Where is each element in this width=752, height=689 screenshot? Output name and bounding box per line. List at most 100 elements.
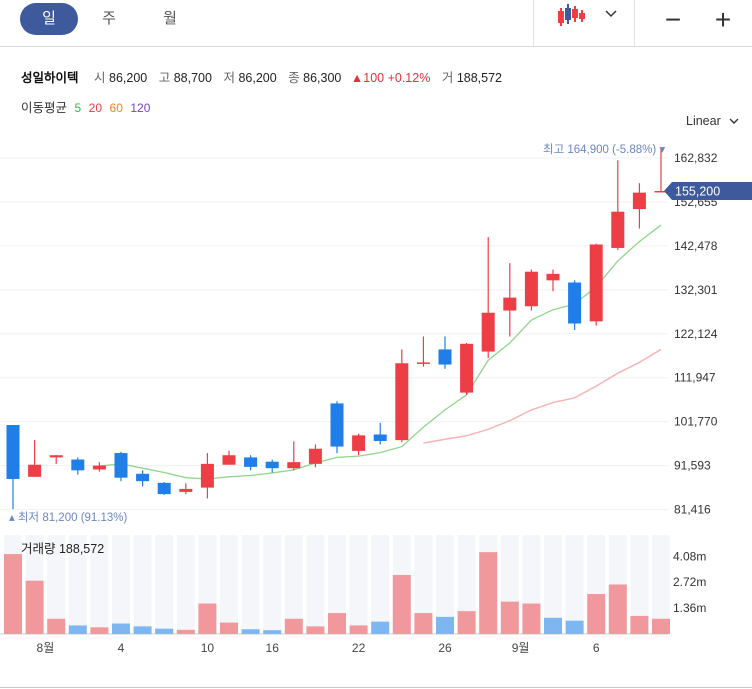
candle-body	[481, 312, 495, 352]
price-tick-label: 132,301	[674, 283, 718, 297]
low-marker: ▴ 최저 81,200 (91.13%)	[9, 511, 128, 524]
candle	[49, 455, 63, 464]
volume-bar	[284, 618, 303, 634]
moving-average-legend[interactable]: 이동평균 5 20 60 120	[21, 97, 150, 116]
volume-bar	[414, 613, 433, 634]
tab-weekly[interactable]: 주	[102, 10, 116, 27]
x-tick-label: 22	[352, 641, 366, 655]
candle	[308, 444, 322, 468]
x-tick-label: 10	[201, 641, 215, 655]
candle	[568, 280, 582, 330]
candle-body	[244, 457, 258, 467]
candle-body	[416, 362, 430, 364]
candle-body	[330, 403, 344, 447]
candle-body	[611, 211, 625, 248]
low-label: 저	[223, 71, 235, 85]
candle	[481, 237, 495, 359]
candle-body	[49, 455, 63, 458]
volume-column-bg	[414, 535, 433, 634]
candle	[589, 243, 603, 326]
candle-body	[460, 343, 474, 393]
volume-bar	[392, 574, 411, 634]
candle-body	[179, 488, 193, 492]
price-tick-label: 162,832	[674, 151, 718, 165]
candle	[200, 453, 214, 499]
candle	[330, 401, 344, 454]
volume-bar	[457, 611, 476, 634]
volume-bar	[220, 622, 238, 634]
candle-body	[546, 273, 560, 281]
volume-column-bg	[90, 535, 109, 634]
candle	[373, 422, 387, 445]
price-tick-label: 122,124	[674, 327, 718, 341]
chart-type-selector[interactable]	[533, 0, 635, 46]
candle-body	[92, 465, 106, 470]
volume-bar	[306, 626, 325, 634]
candle	[632, 183, 646, 229]
x-tick-label: 4	[118, 641, 125, 655]
top-toolbar: 일 주 월 − +	[0, 0, 752, 47]
candle-body	[352, 435, 366, 451]
tab-daily[interactable]: 일	[20, 3, 78, 35]
candle-body	[6, 425, 20, 479]
ma-20: 20	[88, 101, 103, 115]
volume-column-bg	[155, 535, 174, 634]
stock-name: 성일하이텍	[21, 71, 79, 85]
close-label: 종	[288, 71, 300, 85]
x-tick-label: 26	[438, 641, 452, 655]
volume-bar	[587, 594, 606, 634]
candle-body	[632, 192, 646, 210]
open-label: 시	[94, 71, 106, 85]
candle-body	[265, 461, 279, 469]
volume-bar	[47, 618, 66, 634]
volume-bar	[349, 625, 368, 634]
candle	[92, 462, 106, 472]
volume-column-bg	[133, 535, 152, 634]
volume-bar	[155, 628, 174, 634]
candle	[287, 441, 301, 471]
candle-body	[71, 459, 85, 471]
candle-body	[524, 271, 538, 307]
candle-body	[157, 482, 171, 495]
candle	[611, 160, 625, 251]
x-tick-label: 8월	[37, 641, 55, 655]
candle	[395, 349, 409, 443]
price-tick-label: 142,478	[674, 239, 718, 253]
tab-monthly[interactable]: 월	[163, 10, 177, 27]
candle	[222, 450, 236, 465]
zoom-in-button[interactable]: +	[714, 4, 732, 35]
ma20-line	[423, 348, 662, 444]
candle-body	[287, 462, 301, 469]
candle	[654, 148, 668, 193]
divider	[0, 687, 752, 688]
candle	[71, 457, 85, 475]
ma-60: 60	[109, 101, 123, 115]
volume-bar	[652, 618, 670, 634]
zoom-out-button[interactable]: −	[664, 4, 682, 35]
volume-tick-label: 4.08m	[673, 549, 706, 563]
volume-bar	[328, 613, 346, 634]
x-tick-label: 9월	[512, 641, 530, 655]
candle	[352, 433, 366, 456]
candle	[244, 455, 258, 471]
volume-bar	[68, 625, 87, 634]
current-price-label: 155,200	[675, 184, 720, 198]
volume-column-bg	[544, 535, 562, 634]
high-marker: 최고 164,900 (-5.88%) ▾	[543, 143, 665, 156]
candle-body	[395, 363, 409, 441]
volume-column-bg	[371, 535, 390, 634]
candle-body	[589, 244, 603, 322]
candle-body	[136, 473, 150, 482]
volume-bar	[630, 615, 649, 634]
candle-body	[654, 190, 668, 193]
candle-body	[114, 453, 128, 478]
x-tick-label: 6	[593, 641, 600, 655]
volume-column-bg	[220, 535, 238, 634]
price-tick-label: 91,593	[674, 459, 711, 473]
price-summary: 성일하이텍 시 86,200 고 88,700 저 86,200 종 86,30…	[21, 67, 508, 86]
volume-label: 거	[441, 71, 454, 85]
candle	[460, 342, 474, 395]
candle	[438, 336, 452, 369]
scale-mode-selector[interactable]: Linear	[686, 114, 739, 128]
